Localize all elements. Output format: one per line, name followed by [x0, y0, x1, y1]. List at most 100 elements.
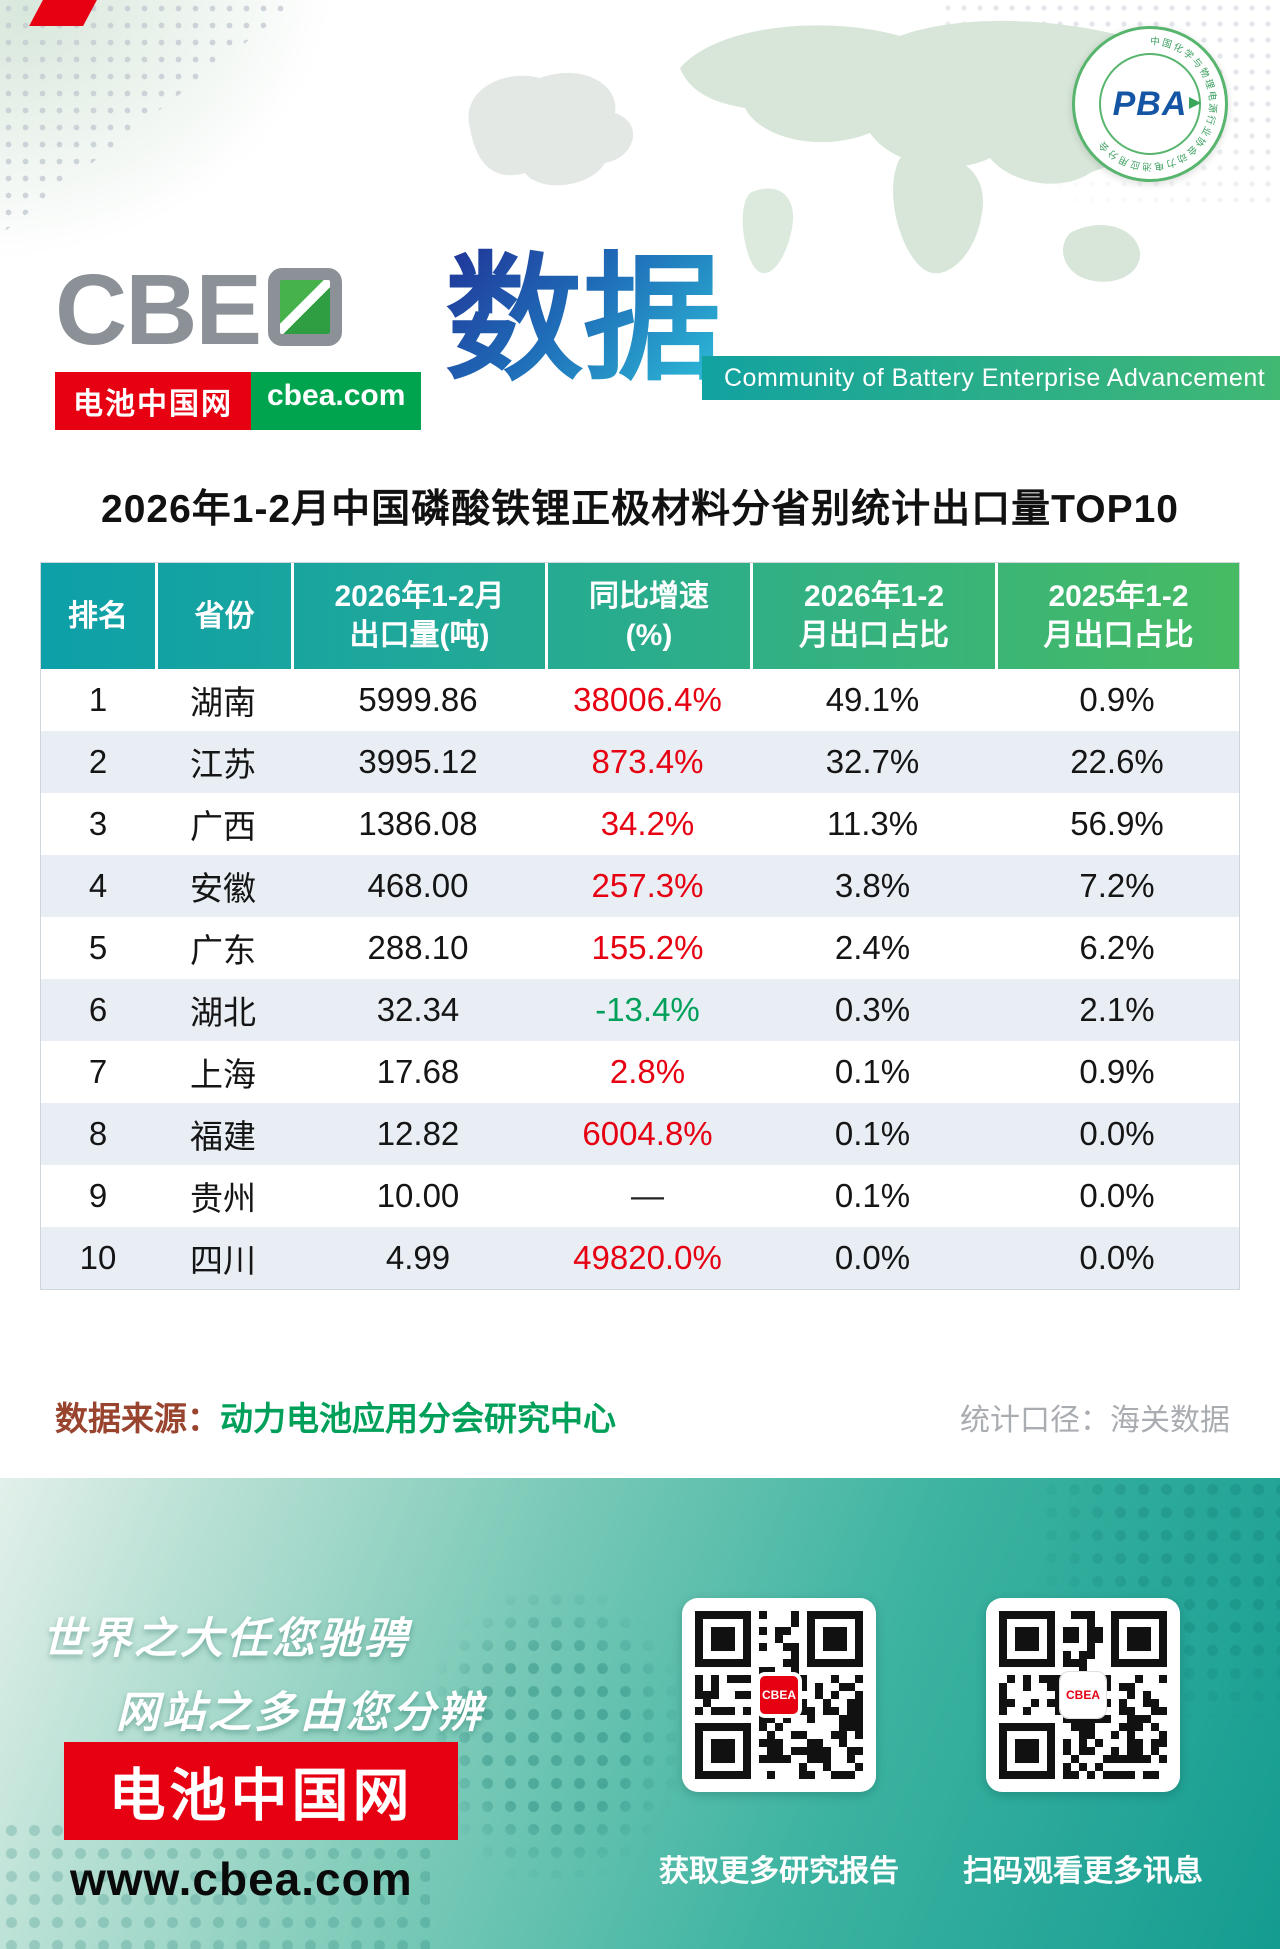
data-source-value: 动力电池应用分会研究中心 — [220, 1400, 616, 1437]
cell-rank: 1 — [88, 681, 108, 718]
tagline-bar: Community of Battery Enterprise Advancem… — [702, 356, 1280, 400]
cell-province: 广东 — [190, 932, 256, 969]
slogan-line-1: 世界之大任您驰骋 — [42, 1615, 410, 1663]
cell-growth: 2.8% — [609, 1053, 686, 1090]
footer-slogan: 世界之大任您驰骋 网站之多由您分辨 — [42, 1604, 484, 1740]
data-source-label: 数据来源： — [55, 1400, 220, 1437]
cell-volume: 288.10 — [367, 929, 469, 966]
cell-volume: 32.34 — [376, 991, 460, 1028]
cell-province: 贵州 — [190, 1180, 256, 1217]
cell-volume: 4.99 — [385, 1239, 451, 1276]
qr-center-logo: CBEA — [756, 1672, 802, 1718]
cell-volume: 1386.08 — [358, 805, 478, 842]
pba-badge-core: PBA — [1099, 53, 1202, 155]
cell-rank: 7 — [88, 1053, 108, 1090]
qr-caption-info: 扫码观看更多讯息 — [963, 1855, 1203, 1888]
table-header-row: 排名 省份 2026年1-2月 出口量(吨) 同比增速 (%) 2026年1-2… — [41, 563, 1239, 669]
halftone-dots-bottom-left — [0, 1819, 430, 1949]
header-cell-province: 省份 — [155, 563, 291, 669]
cell-share-2025: 7.2% — [1079, 867, 1155, 904]
header-cell-volume: 2026年1-2月 出口量(吨) — [291, 563, 545, 669]
cell-volume: 5999.86 — [358, 681, 478, 718]
qr-center-logo: CBEA — [1059, 1671, 1107, 1719]
header-cell-rank: 排名 — [68, 599, 128, 633]
cell-share-2026: 0.1% — [834, 1177, 911, 1214]
cell-share-2025: 0.0% — [1079, 1177, 1155, 1214]
cell-growth: 873.4% — [591, 743, 704, 780]
table-row: 2 江苏 3995.12 873.4% 32.7% 22.6% — [41, 731, 1239, 793]
cell-rank: 6 — [88, 991, 108, 1028]
qr-pattern-icon — [695, 1611, 863, 1779]
cell-growth: -13.4% — [595, 991, 700, 1028]
halftone-dots-center — [430, 1588, 680, 1878]
website-url: www.cbea.com — [70, 1853, 413, 1905]
cell-province: 广西 — [190, 808, 256, 845]
cbea-logo: CBE 电池中国网 cbea.com — [55, 260, 422, 430]
table-body: 1 湖南 5999.86 38006.4% 49.1% 0.9% 2 江苏 39… — [41, 669, 1239, 1289]
cell-growth: 155.2% — [591, 929, 704, 966]
cell-growth: 34.2% — [600, 805, 695, 842]
statistics-caliber: 统计口径：海关数据 — [960, 1404, 1230, 1437]
source-row: 数据来源：动力电池应用分会研究中心 统计口径：海关数据 — [55, 1392, 1230, 1440]
cell-province: 上海 — [190, 1056, 256, 1093]
header: 中国化学与物理电源行业协会动力电池应用分会 PBA CBE 电池中国网 cbea… — [0, 0, 1280, 455]
header-cell-share-2025: 2025年1-2 月出口占比 — [995, 563, 1239, 669]
cell-share-2025: 0.9% — [1079, 1053, 1155, 1090]
cell-growth: 49820.0% — [573, 1239, 722, 1276]
cell-growth: — — [631, 1177, 664, 1214]
brand-domain-box: cbea.com — [251, 372, 422, 430]
table-row: 7 上海 17.68 2.8% 0.1% 0.9% — [41, 1041, 1239, 1103]
cell-province: 湖北 — [190, 994, 256, 1031]
cell-volume: 3995.12 — [358, 743, 478, 780]
cell-rank: 5 — [88, 929, 108, 966]
table-row: 6 湖北 32.34 -13.4% 0.3% 2.1% — [41, 979, 1239, 1041]
cell-volume: 10.00 — [376, 1177, 460, 1214]
cell-province: 四川 — [190, 1242, 256, 1279]
cell-share-2025: 0.0% — [1079, 1239, 1155, 1276]
brand-cn-box: 电池中国网 — [55, 372, 251, 430]
table-row: 1 湖南 5999.86 38006.4% 49.1% 0.9% — [41, 669, 1239, 731]
pba-logo-text: PBA — [1112, 84, 1202, 123]
qr-caption-reports: 获取更多研究报告 — [659, 1855, 899, 1888]
cell-share-2026: 0.1% — [834, 1053, 911, 1090]
qr-code-more-info: CBEA — [986, 1598, 1180, 1792]
table-row: 8 福建 12.82 6004.8% 0.1% 0.0% — [41, 1103, 1239, 1165]
qr-pattern-icon — [999, 1611, 1167, 1779]
pba-badge: 中国化学与物理电源行业协会动力电池应用分会 PBA — [1072, 26, 1228, 182]
cell-province: 福建 — [190, 1118, 256, 1155]
brand-name-box: 电池中国网 — [64, 1742, 458, 1840]
cell-growth: 6004.8% — [582, 1115, 713, 1152]
data-table: 排名 省份 2026年1-2月 出口量(吨) 同比增速 (%) 2026年1-2… — [40, 562, 1240, 1290]
cell-share-2025: 2.1% — [1079, 991, 1155, 1028]
cell-share-2025: 22.6% — [1070, 743, 1164, 780]
table-row: 4 安徽 468.00 257.3% 3.8% 7.2% — [41, 855, 1239, 917]
page-title: 2026年1-2月中国磷酸铁锂正极材料分省别统计出口量TOP10 — [101, 488, 1179, 531]
cell-growth: 38006.4% — [573, 681, 722, 718]
slogan-line-2: 网站之多由您分辨 — [116, 1689, 484, 1737]
cell-share-2026: 3.8% — [834, 867, 911, 904]
cell-rank: 8 — [88, 1115, 108, 1152]
cell-rank: 10 — [79, 1239, 117, 1276]
header-cell-growth: 同比增速 (%) — [545, 563, 750, 669]
cell-share-2025: 6.2% — [1079, 929, 1155, 966]
cbea-logo-letters: CBE — [55, 254, 262, 366]
cell-share-2026: 0.1% — [834, 1115, 911, 1152]
cell-share-2026: 49.1% — [825, 681, 920, 718]
table-row: 3 广西 1386.08 34.2% 11.3% 56.9% — [41, 793, 1239, 855]
cbea-wordmark: CBE — [55, 260, 421, 360]
table-row: 5 广东 288.10 155.2% 2.4% 6.2% — [41, 917, 1239, 979]
cell-rank: 9 — [88, 1177, 108, 1214]
cell-share-2025: 56.9% — [1070, 805, 1164, 842]
table-row: 10 四川 4.99 49820.0% 0.0% 0.0% — [41, 1227, 1239, 1289]
header-cell-share-2026: 2026年1-2 月出口占比 — [750, 563, 995, 669]
cell-volume: 12.82 — [376, 1115, 460, 1152]
cell-volume: 17.68 — [376, 1053, 460, 1090]
cell-province: 江苏 — [190, 746, 256, 783]
data-wordmark: 数据 — [445, 243, 722, 397]
cell-province: 安徽 — [190, 870, 256, 907]
cell-share-2025: 0.9% — [1079, 681, 1155, 718]
cell-share-2026: 0.0% — [834, 1239, 911, 1276]
cell-share-2025: 0.0% — [1079, 1115, 1155, 1152]
cbea-sub-brand: 电池中国网 cbea.com — [55, 372, 422, 430]
